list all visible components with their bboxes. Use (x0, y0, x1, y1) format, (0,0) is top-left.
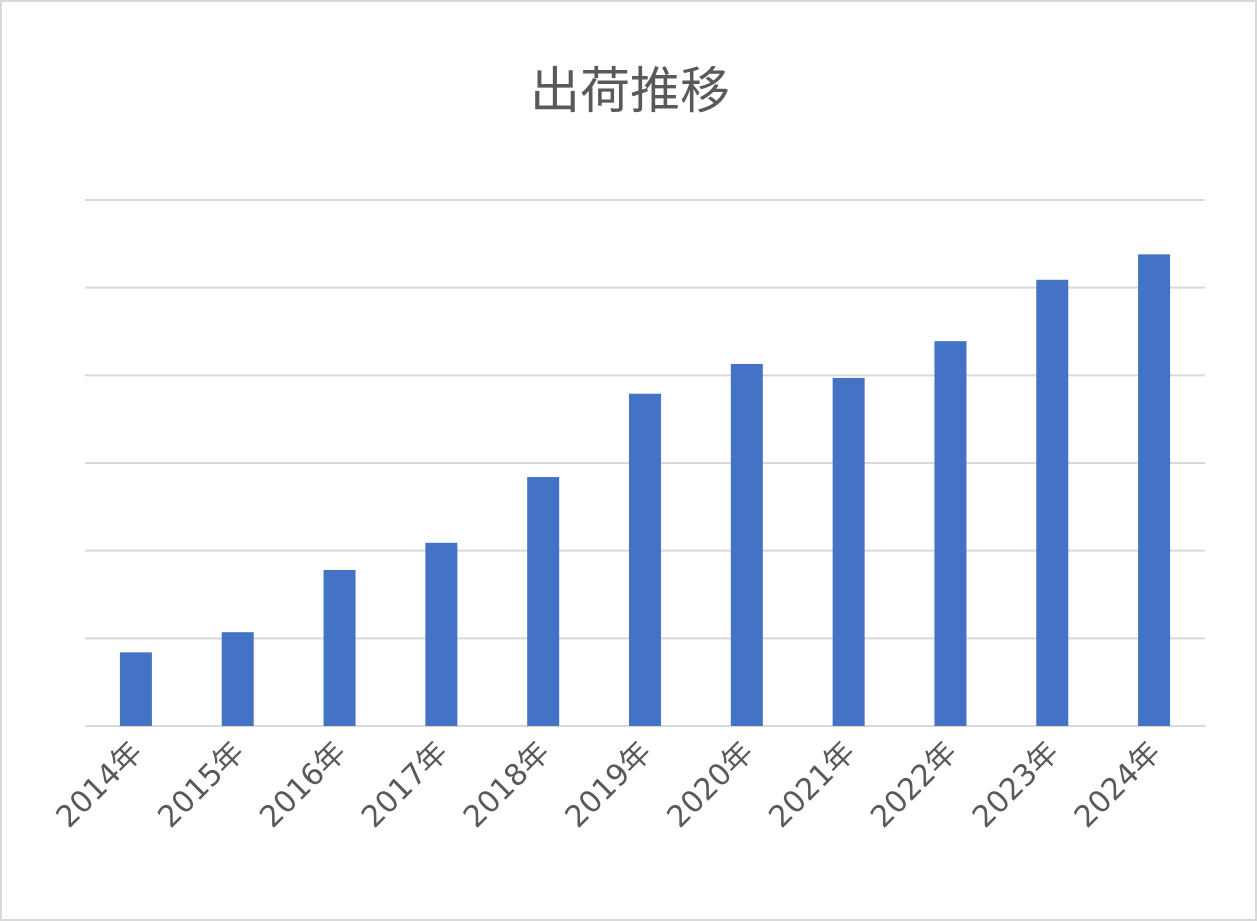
chart-title: 出荷推移 (530, 62, 730, 120)
bar (832, 377, 865, 726)
bar (1036, 279, 1069, 726)
bar (730, 363, 763, 726)
bar (527, 477, 560, 726)
bar (425, 542, 458, 726)
bar (629, 393, 661, 726)
bar (221, 632, 254, 726)
bar (934, 341, 967, 726)
bar (1138, 254, 1171, 726)
bar (119, 652, 152, 726)
bar (323, 569, 356, 726)
